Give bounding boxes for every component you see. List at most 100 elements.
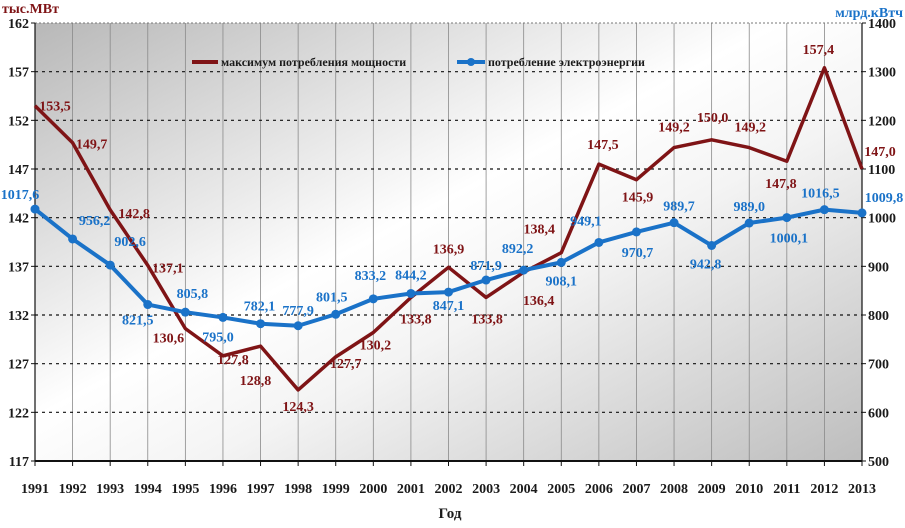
consumption-point (180, 307, 190, 317)
x-tick-label: 1991 (21, 482, 49, 497)
left-y-tick-label: 137 (8, 260, 29, 275)
consumption-data-label: 942,8 (690, 258, 722, 273)
x-tick-label: 2003 (472, 482, 500, 497)
max-power-data-label: 136,9 (433, 242, 465, 257)
x-tick-label: 2011 (773, 482, 800, 497)
max-power-data-label: 130,2 (360, 339, 392, 354)
consumption-data-label: 777,9 (282, 304, 314, 319)
max-power-data-label: 127,8 (217, 353, 249, 368)
x-axis-title: Год (439, 506, 462, 522)
consumption-point (594, 237, 604, 247)
consumption-point (819, 205, 829, 215)
right-y-tick-label: 600 (868, 406, 889, 421)
x-tick-label: 2002 (435, 482, 463, 497)
consumption-data-label: 805,8 (177, 287, 209, 302)
max-power-line (33, 66, 864, 392)
consumption-point (556, 257, 566, 267)
max-power-data-label: 133,8 (471, 312, 503, 327)
consumption-point (368, 294, 378, 304)
right-axis-unit: млрд.кВтч (835, 6, 903, 21)
x-tick-label: 2013 (848, 482, 876, 497)
consumption-data-label: 1000,1 (770, 232, 809, 247)
max-power-data-label: 147,5 (587, 138, 619, 153)
left-y-tick-label: 157 (8, 66, 29, 81)
consumption-point (519, 265, 529, 275)
left-y-tick-label: 122 (8, 406, 29, 421)
consumption-point (481, 275, 491, 285)
x-tick-label: 1999 (322, 482, 350, 497)
left-y-tick-label: 152 (8, 114, 29, 129)
consumption-point (631, 227, 641, 237)
max-power-data-label: 145,9 (622, 191, 654, 206)
x-tick-label: 1992 (59, 482, 87, 497)
consumption-data-label: 989,7 (663, 200, 695, 215)
x-tick-label: 2005 (547, 482, 575, 497)
consumption-data-label: 892,2 (502, 242, 534, 257)
consumption-data-label: 844,2 (395, 268, 427, 283)
consumption-data-label: 795,0 (202, 330, 234, 345)
consumption-data-label: 902,6 (114, 235, 146, 250)
x-tick-label: 1995 (171, 482, 199, 497)
left-y-tick-label: 117 (9, 455, 29, 470)
max-power-data-label: 127,7 (330, 357, 362, 372)
max-power-data-label: 149,2 (734, 121, 766, 136)
max-power-data-label: 138,4 (524, 223, 556, 238)
max-power-data-label: 136,4 (523, 294, 555, 309)
max-power-data-label: 133,8 (400, 312, 432, 327)
max-power-data-label: 157,4 (803, 43, 835, 58)
x-tick-label: 2007 (622, 482, 650, 497)
right-y-tick-label: 700 (868, 358, 889, 373)
consumption-point (406, 288, 416, 298)
right-y-tick-label: 1400 (868, 17, 896, 32)
right-y-tick-label: 500 (868, 455, 889, 470)
x-tick-label: 2001 (397, 482, 425, 497)
max-power-data-label: 128,8 (240, 374, 272, 389)
x-tick-label: 1997 (247, 482, 275, 497)
consumption-point (105, 260, 115, 270)
consumption-point (293, 321, 303, 331)
max-power-data-label: 150,0 (697, 111, 729, 126)
max-power-data-label: 137,1 (152, 261, 184, 276)
legend: максимум потребления мощности потреблени… (192, 55, 645, 69)
right-y-tick-label: 1200 (868, 114, 896, 129)
consumption-point (256, 319, 266, 329)
max-power-data-label: 149,7 (76, 138, 108, 153)
consumption-point (68, 234, 78, 244)
left-y-tick-label: 132 (8, 309, 29, 324)
legend-label-consumption: потребление электроэнергии (488, 55, 645, 69)
x-tick-label: 1994 (134, 482, 162, 497)
consumption-data-label: 989,0 (733, 200, 765, 215)
x-tick-label: 2010 (735, 482, 763, 497)
consumption-data-label: 782,1 (244, 300, 276, 315)
x-tick-label: 2000 (359, 482, 387, 497)
consumption-data-label: 970,7 (622, 246, 654, 261)
consumption-data-label: 1016,5 (801, 187, 840, 202)
x-tick-label: 2012 (810, 482, 838, 497)
consumption-data-label: 801,5 (316, 290, 348, 305)
x-tick-label: 2009 (698, 482, 726, 497)
legend-marker-consumption (467, 58, 475, 66)
consumption-data-label: 847,1 (433, 299, 465, 314)
right-y-tick-label: 1100 (868, 163, 895, 178)
max-power-data-label: 130,6 (153, 332, 185, 347)
left-y-tick-label: 147 (8, 163, 29, 178)
consumption-point (782, 213, 792, 223)
max-power-data-label: 124,3 (282, 400, 314, 415)
x-tick-label: 1998 (284, 482, 312, 497)
left-axis-unit: тыс.МВт (2, 2, 59, 17)
legend-label-max-power: максимум потребления мощности (221, 55, 406, 69)
consumption-point (707, 241, 717, 251)
max-power-data-label: 142,8 (118, 207, 150, 222)
consumption-data-label: 1009,8 (865, 191, 904, 206)
consumption-point (744, 218, 754, 228)
left-y-tick-label: 127 (8, 358, 29, 373)
consumption-data-label: 1017,6 (1, 188, 40, 203)
x-tick-label: 1993 (96, 482, 124, 497)
consumption-point (857, 208, 867, 218)
right-y-tick-label: 1300 (868, 66, 896, 81)
consumption-point (218, 312, 228, 322)
consumption-data-label: 908,1 (546, 274, 578, 289)
consumption-point (30, 204, 40, 214)
max-power-data-label: 149,2 (658, 121, 690, 136)
